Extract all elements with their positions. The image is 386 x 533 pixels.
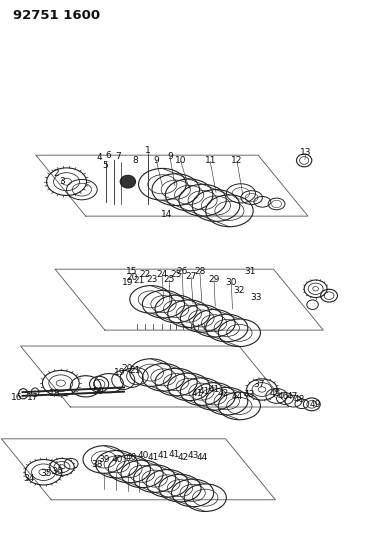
Text: 6: 6 <box>106 151 112 160</box>
Text: 50: 50 <box>92 386 104 395</box>
Text: 2: 2 <box>53 169 59 178</box>
Text: 12: 12 <box>231 156 243 165</box>
Text: 47: 47 <box>286 392 298 401</box>
Text: 41: 41 <box>147 453 158 462</box>
Text: 32: 32 <box>233 286 245 295</box>
Text: 19: 19 <box>122 278 134 287</box>
Text: 42: 42 <box>178 453 189 462</box>
Text: 30: 30 <box>225 278 237 287</box>
Text: 17: 17 <box>27 393 39 402</box>
Text: 27: 27 <box>185 271 197 280</box>
Text: 11: 11 <box>205 156 216 165</box>
Text: 19: 19 <box>113 368 125 377</box>
Text: 41: 41 <box>168 450 179 459</box>
Text: 26: 26 <box>176 268 188 276</box>
Text: 41: 41 <box>157 451 169 461</box>
Text: 20: 20 <box>126 272 137 281</box>
Text: 25: 25 <box>170 270 181 279</box>
Text: 42: 42 <box>218 389 229 398</box>
Text: 35: 35 <box>40 469 52 478</box>
Text: 44: 44 <box>232 392 243 401</box>
Text: 16: 16 <box>11 393 22 402</box>
Text: 92751 1600: 92751 1600 <box>13 10 100 22</box>
Text: 21: 21 <box>133 276 144 285</box>
Text: 33: 33 <box>251 293 262 302</box>
Text: 23: 23 <box>146 274 158 284</box>
Text: 34: 34 <box>23 474 35 483</box>
Text: 40: 40 <box>112 455 123 464</box>
Text: 37: 37 <box>253 379 265 389</box>
Text: 20: 20 <box>122 364 133 373</box>
Ellipse shape <box>120 175 135 188</box>
Text: 5: 5 <box>102 161 108 170</box>
Text: 10: 10 <box>175 156 186 165</box>
Text: 4: 4 <box>96 154 102 163</box>
Text: 24: 24 <box>157 270 168 279</box>
Text: 25: 25 <box>164 274 175 284</box>
Text: 41: 41 <box>199 386 210 395</box>
Text: 29: 29 <box>208 274 220 284</box>
Text: 45: 45 <box>270 389 281 398</box>
Text: 3: 3 <box>59 177 65 186</box>
Text: 44: 44 <box>197 453 208 462</box>
Text: 41: 41 <box>191 389 203 398</box>
Text: 46: 46 <box>278 392 289 401</box>
Text: 14: 14 <box>161 210 172 219</box>
Text: 28: 28 <box>194 268 206 276</box>
Text: 48: 48 <box>294 394 305 403</box>
Text: 13: 13 <box>300 148 312 157</box>
Text: 38: 38 <box>91 461 103 469</box>
Text: 40: 40 <box>126 453 137 462</box>
Text: 9: 9 <box>154 156 159 165</box>
Text: 39: 39 <box>98 455 110 464</box>
Text: 21: 21 <box>129 366 141 375</box>
Text: 8: 8 <box>133 156 139 165</box>
Text: 7: 7 <box>115 152 121 161</box>
Text: 15: 15 <box>126 268 137 276</box>
Text: 22: 22 <box>139 270 151 279</box>
Text: 49: 49 <box>310 400 321 409</box>
Text: 36: 36 <box>51 467 63 475</box>
Text: 43: 43 <box>244 390 256 399</box>
Text: 43: 43 <box>187 451 199 461</box>
Text: 9: 9 <box>167 152 173 161</box>
Text: 40: 40 <box>137 451 149 461</box>
Text: 31: 31 <box>245 268 256 276</box>
Text: 1: 1 <box>145 147 151 156</box>
Text: 41: 41 <box>208 385 220 394</box>
Text: 18: 18 <box>49 389 60 398</box>
